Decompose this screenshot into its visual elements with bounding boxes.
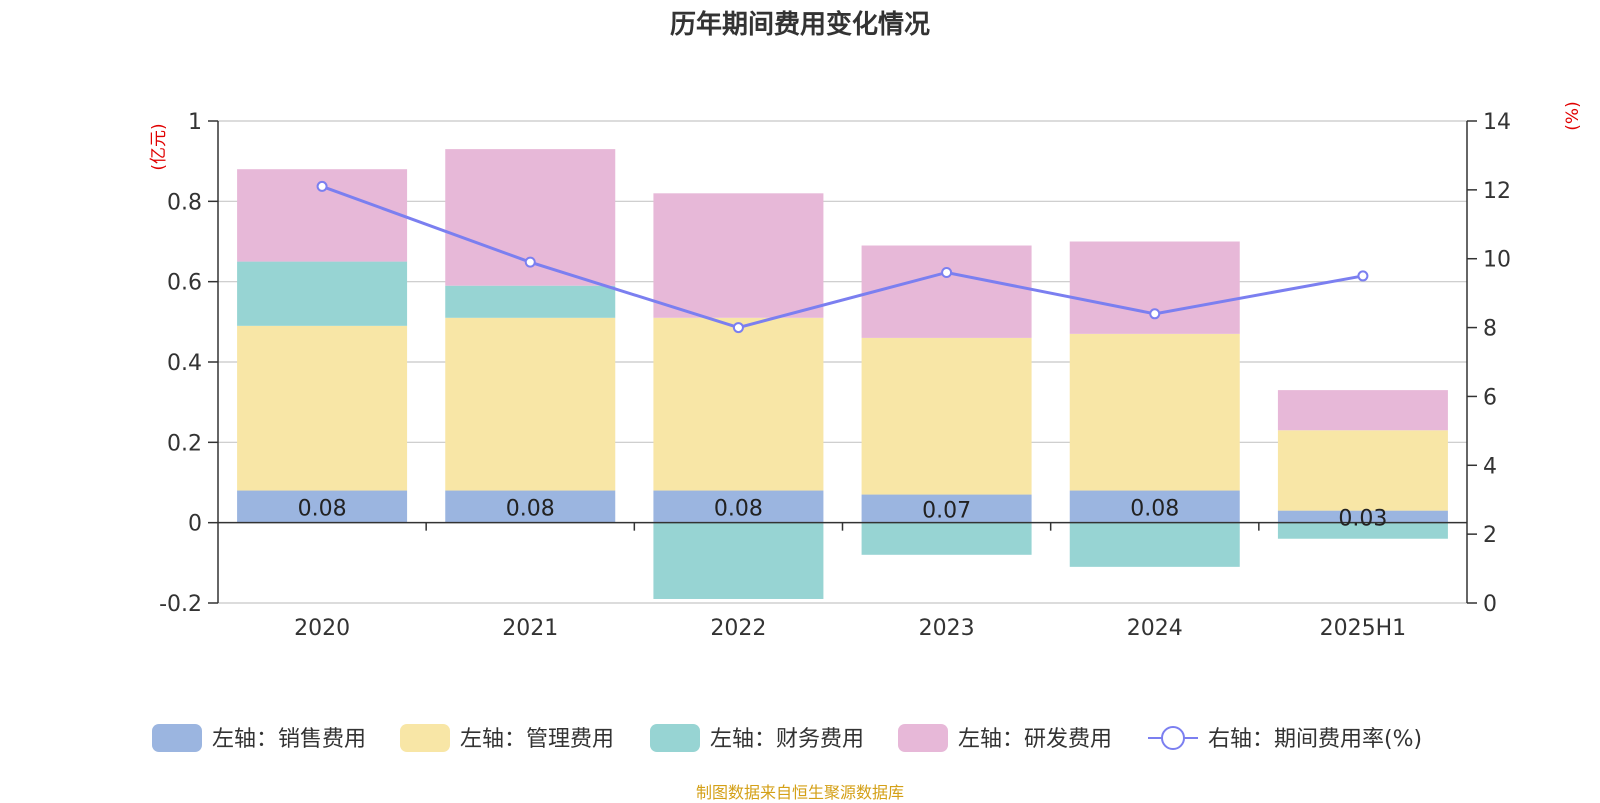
bar-segment xyxy=(237,490,408,523)
rate-point xyxy=(732,322,744,334)
chart-title: 历年期间费用变化情况 xyxy=(669,10,930,40)
left-tick-label: 0.8 xyxy=(167,190,202,215)
rate-line xyxy=(316,180,1369,334)
left-tick-label: 1 xyxy=(188,110,202,135)
bar-segment xyxy=(237,325,408,491)
category-label: 2023 xyxy=(919,616,975,641)
bar-segments xyxy=(237,149,1448,599)
right-tick-label: 0 xyxy=(1483,592,1497,617)
bar-segment xyxy=(653,193,824,318)
right-tick-label: 14 xyxy=(1483,110,1511,135)
bar-segment xyxy=(237,261,408,326)
bar-segment xyxy=(445,285,616,318)
right-tick-label: 2 xyxy=(1483,523,1497,548)
right-tick-label: 6 xyxy=(1483,385,1497,410)
bar-segment xyxy=(1277,390,1448,431)
legend-label: 右轴：期间费用率(%) xyxy=(1208,727,1422,752)
bar-segment xyxy=(861,245,1032,338)
bar-value-label: 0.08 xyxy=(506,497,555,522)
bar-segment xyxy=(1277,510,1448,523)
right-axis-unit: (%) xyxy=(1563,101,1583,130)
bar-segment xyxy=(1069,241,1240,334)
left-tick-label: 0 xyxy=(188,512,202,537)
bar-segment xyxy=(445,317,616,491)
bar-value-label: 0.07 xyxy=(922,499,971,524)
bar-segment xyxy=(861,494,1032,523)
source-note: 制图数据来自恒生聚源数据库 xyxy=(695,783,904,802)
legend: 左轴：销售费用 左轴：管理费用 左轴：财务费用 左轴：研发费用 右轴：期间费用率(%) xyxy=(152,724,1422,752)
left-tick-label: 0.2 xyxy=(167,431,202,456)
legend-label: 左轴：研发费用 xyxy=(958,727,1112,752)
rate-point xyxy=(524,256,536,268)
legend-label: 左轴：财务费用 xyxy=(710,727,864,752)
left-axis-unit: (亿元) xyxy=(149,123,169,170)
left-tick-label: -0.2 xyxy=(159,592,202,617)
right-tick-label: 10 xyxy=(1483,248,1511,273)
right-tick-label: 8 xyxy=(1483,317,1497,342)
bar-segment xyxy=(861,337,1032,495)
rate-line-path xyxy=(321,185,1364,330)
bar-segment xyxy=(1277,430,1448,511)
legend-label: 左轴：销售费用 xyxy=(212,727,366,752)
grid-lines xyxy=(218,120,1467,604)
bar-value-label: 0.08 xyxy=(298,497,347,522)
bar-segment xyxy=(1277,522,1448,539)
bar-value-label: 0.03 xyxy=(1338,507,1387,532)
bar-segment xyxy=(653,490,824,523)
rate-point xyxy=(941,266,953,278)
category-label: 2022 xyxy=(710,616,766,641)
legend-swatch xyxy=(898,724,948,752)
bar-segment xyxy=(1069,333,1240,491)
legend-swatch xyxy=(152,724,202,752)
rate-point xyxy=(316,180,328,192)
category-label: 2024 xyxy=(1127,616,1183,641)
bar-segment xyxy=(1069,490,1240,523)
bar-segment xyxy=(445,490,616,523)
category-label: 2020 xyxy=(294,616,350,641)
data-labels: 0.08 0.08 0.08 0.07 0.08 0.03 xyxy=(298,497,1388,532)
legend-marker xyxy=(1161,726,1185,750)
bar-value-label: 0.08 xyxy=(714,497,763,522)
legend-label: 左轴：管理费用 xyxy=(460,727,614,752)
legend-swatch xyxy=(650,724,700,752)
right-tick-label: 12 xyxy=(1483,179,1511,204)
left-tick-label: 0.6 xyxy=(167,271,202,296)
right-tick-label: 4 xyxy=(1483,454,1497,479)
bar-value-label: 0.08 xyxy=(1130,497,1179,522)
bar-segment xyxy=(653,317,824,491)
category-label: 2025H1 xyxy=(1320,616,1407,641)
bar-segment xyxy=(653,522,824,599)
rate-point xyxy=(1357,270,1369,282)
rate-point xyxy=(1149,308,1161,320)
category-label: 2021 xyxy=(502,616,558,641)
bar-segment xyxy=(1069,522,1240,567)
bar-segment xyxy=(861,522,1032,555)
axes: 1 0.8 0.6 0.4 0.2 0 -0.2 (亿元) 14 12 10 8 6 4 2 0 (%) 2020… xyxy=(149,101,1583,641)
legend-swatch xyxy=(400,724,450,752)
left-tick-label: 0.4 xyxy=(167,351,202,376)
